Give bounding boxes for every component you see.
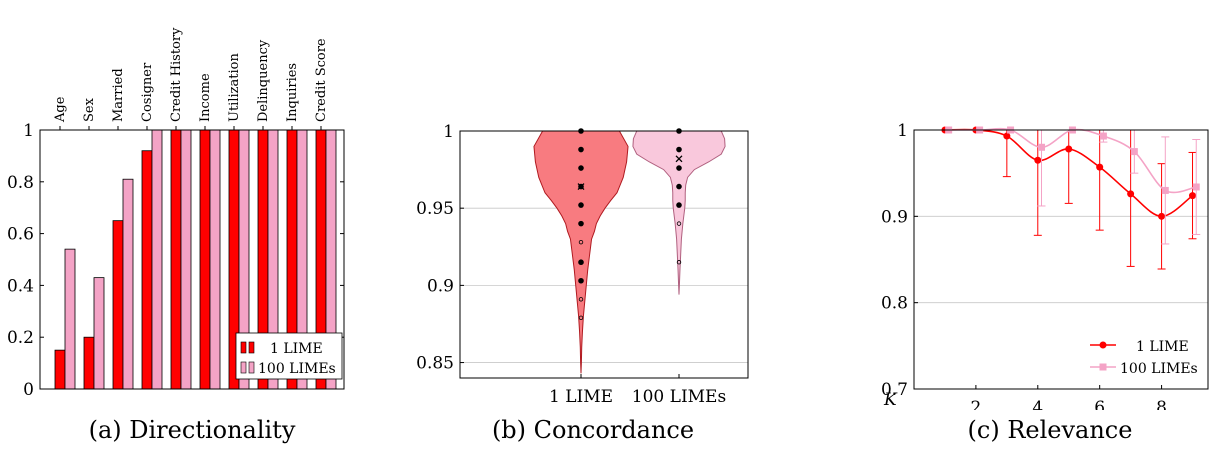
relevance-chart: 0.7 0.8 0.9 1 2 4 6 8 K 1 LIME 100 LIMEs bbox=[881, 121, 1209, 410]
directionality-chart: 0 0.2 0.4 0.6 0.8 1 1 LIME 100 LIMEs Age Sex Mar… bbox=[7, 27, 345, 400]
ytick-label-2: 0.95 bbox=[416, 199, 454, 219]
violin-point-0-6 bbox=[578, 239, 584, 245]
violin-point-0-4 bbox=[578, 202, 584, 208]
series-point-0-4 bbox=[1065, 145, 1073, 153]
category-label-9: Credit Score bbox=[314, 38, 329, 122]
series-point-1-5 bbox=[1099, 132, 1107, 140]
caption-relevance: (c) Relevance bbox=[967, 416, 1133, 444]
concordance-plot-frame bbox=[459, 130, 749, 379]
category-label-3: Cosigner bbox=[140, 62, 155, 122]
violin-mean-1 bbox=[675, 155, 683, 163]
category-label-0: Age bbox=[53, 96, 68, 123]
legend-label-1: 100 LIMEs bbox=[1120, 361, 1198, 377]
xtick-label-0: 1 LIME bbox=[549, 387, 613, 407]
ytick-label-3: 1 bbox=[443, 122, 454, 142]
series-point-0-8 bbox=[1189, 192, 1197, 200]
legend-swatch-a-0 bbox=[240, 341, 247, 354]
category-label-6: Utilization bbox=[227, 53, 242, 122]
legend-marker-0 bbox=[1099, 341, 1107, 349]
xtick-label-1: 4 bbox=[1032, 398, 1043, 410]
violin-1 bbox=[632, 130, 726, 295]
category-label-7: Delinquency bbox=[256, 39, 271, 122]
directionality-plot-frame bbox=[39, 129, 345, 390]
xtick-label-2: 6 bbox=[1094, 398, 1105, 410]
ytick-label-4: 0.8 bbox=[7, 173, 34, 193]
violin-point-1-4 bbox=[676, 202, 682, 208]
series-point-1-3 bbox=[1038, 143, 1046, 151]
ytick-label-5: 1 bbox=[23, 121, 34, 141]
ytick-label-2: 0.4 bbox=[7, 276, 34, 296]
series-point-1-8 bbox=[1192, 183, 1200, 191]
legend-swatch-a-1 bbox=[240, 361, 247, 374]
category-label-1: Sex bbox=[82, 97, 97, 122]
violin-point-0-5 bbox=[578, 220, 584, 227]
ytick-label-3: 0.6 bbox=[7, 225, 34, 245]
ytick-label-1: 0.9 bbox=[427, 276, 454, 296]
legend-label-0: 1 LIME bbox=[270, 341, 323, 357]
x-axis-label: K bbox=[883, 390, 898, 410]
series-point-0-7 bbox=[1158, 212, 1166, 220]
category-label-4: Credit History bbox=[169, 27, 184, 122]
caption-directionality: (a) Directionality bbox=[88, 416, 296, 444]
xtick-label-0: 2 bbox=[970, 398, 981, 410]
series-point-0-5 bbox=[1096, 163, 1104, 171]
directionality-legend: 1 LIME 100 LIMEs bbox=[235, 332, 343, 380]
caption-concordance: (b) Concordance bbox=[491, 416, 695, 444]
violin-point-1-2 bbox=[676, 165, 682, 171]
ytick-label-0: 0.85 bbox=[416, 354, 454, 374]
series-line-1 bbox=[948, 127, 1197, 194]
ytick-label-1: 0.8 bbox=[881, 294, 908, 314]
ytick-label-1: 0.2 bbox=[7, 328, 34, 348]
violin-0 bbox=[533, 130, 629, 374]
violin-point-1-1 bbox=[676, 146, 682, 153]
category-label-8: Inquiries bbox=[285, 63, 300, 122]
category-label-5: Income bbox=[198, 73, 213, 122]
violin-point-0-8 bbox=[578, 277, 584, 284]
violin-point-1-6 bbox=[676, 260, 682, 265]
ytick-label-2: 0.9 bbox=[881, 207, 908, 227]
violin-point-0-7 bbox=[578, 259, 584, 266]
series-point-0-6 bbox=[1127, 190, 1135, 198]
category-label-2: Married bbox=[111, 68, 126, 122]
violin-point-0-1 bbox=[578, 146, 584, 153]
legend-swatch-b-0 bbox=[248, 341, 255, 354]
ytick-label-3: 1 bbox=[897, 121, 908, 141]
violin-mean-0 bbox=[577, 183, 585, 191]
violin-point-0-10 bbox=[578, 315, 584, 320]
relevance-plot-frame bbox=[913, 129, 1209, 390]
xtick-label-3: 8 bbox=[1156, 398, 1167, 410]
legend-label-0: 1 LIME bbox=[1136, 339, 1189, 355]
legend-swatch-b-1 bbox=[248, 361, 255, 374]
series-point-1-6 bbox=[1130, 148, 1138, 156]
ytick-label-0: 0 bbox=[23, 380, 34, 400]
series-point-0-3 bbox=[1034, 156, 1042, 164]
xtick-label-1: 100 LIMEs bbox=[632, 387, 726, 407]
violin-point-1-5 bbox=[676, 221, 682, 226]
violin-point-1-3 bbox=[676, 183, 682, 190]
legend-label-1: 100 LIMEs bbox=[258, 361, 336, 377]
ytick-label-0: 0.7 bbox=[881, 380, 908, 400]
series-point-1-7 bbox=[1161, 186, 1169, 194]
series-point-0-2 bbox=[1003, 132, 1011, 140]
violin-point-0-2 bbox=[578, 165, 584, 171]
concordance-chart: 0.85 0.9 0.95 1 1 LIME 100 LIMEs bbox=[416, 122, 749, 407]
legend-marker-1 bbox=[1099, 363, 1107, 371]
violin-point-0-9 bbox=[578, 297, 584, 302]
